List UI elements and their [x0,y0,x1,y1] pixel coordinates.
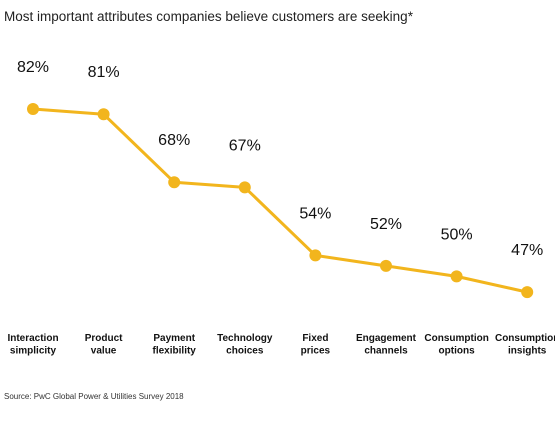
data-label: 50% [441,226,473,243]
data-point [450,270,463,283]
data-point [380,259,392,272]
data-label: 52% [370,216,402,233]
data-point [27,103,39,115]
data-point [309,249,322,262]
category-label: simplicity [10,346,57,357]
data-points [27,103,534,299]
data-point [238,181,251,194]
category-label: Product [85,333,123,344]
data-label: 82% [17,59,49,76]
data-label: 47% [511,242,543,259]
category-label: flexibility [153,346,197,357]
category-label: value [91,346,117,357]
series-group [32,107,528,294]
category-label: Technology [217,333,273,344]
data-label: 67% [229,137,261,154]
data-point [97,108,110,121]
category-label: Consumption [495,333,555,344]
category-label: Fixed [302,333,328,344]
data-label: 81% [88,64,120,81]
category-labels: Interaction simplicity Product value Payment… [7,333,555,357]
category-label: prices [301,346,331,357]
category-label: channels [364,346,408,357]
data-point [168,176,181,189]
data-labels: 82% 81% 68% 67% 54% 52% 50% 47% [17,59,543,259]
series-line [32,107,528,294]
category-label: Consumption [424,333,488,344]
category-label: Interaction [7,333,58,344]
data-label: 68% [158,132,190,149]
data-label: 54% [299,205,331,222]
data-point [521,286,534,299]
category-label: insights [508,346,547,357]
category-label: choices [226,346,264,357]
category-label: options [439,346,476,357]
chart-title: Most important attributes companies beli… [4,9,413,24]
source-note: Source: PwC Global Power & Utilities Sur… [4,392,184,401]
category-label: Payment [153,333,195,344]
category-label: Engagement [356,333,417,344]
